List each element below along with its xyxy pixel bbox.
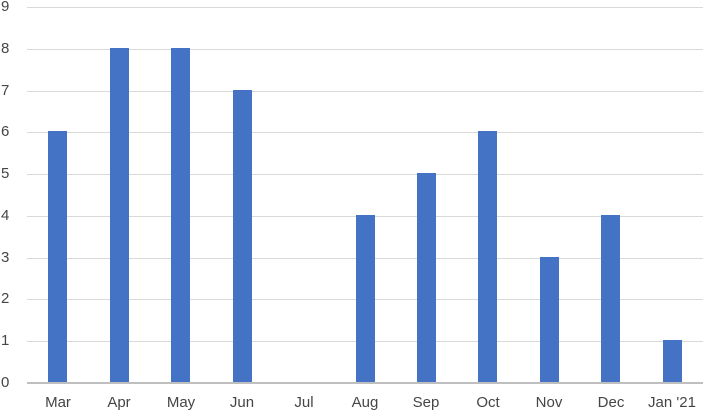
x-tick-label: Dec [597,394,625,411]
x-tick-label: Oct [476,394,500,411]
x-tick-label: Jan '21 [648,394,696,411]
gridline [27,132,703,133]
bar-nov [540,257,559,382]
bar-oct [478,131,497,382]
x-tick-label: Jun [229,394,255,411]
x-tick-label: Aug [351,394,379,411]
y-tick-label: 4 [1,207,10,224]
bar-dec [601,215,620,382]
gridline [27,49,703,50]
plot-area [27,7,703,384]
x-tick-label: Nov [535,394,563,411]
bar-sep [417,173,436,382]
y-tick-label: 5 [1,165,10,182]
x-tick-label: Mar [45,394,71,411]
bar-apr [110,48,129,382]
gridline [27,174,703,175]
y-tick-label: 3 [1,249,10,266]
bar-jun [233,90,252,382]
y-tick-label: 9 [1,0,10,15]
bar-jan-21 [663,340,682,382]
y-tick-label: 1 [1,332,10,349]
y-tick-label: 6 [1,123,10,140]
y-tick-label: 0 [1,374,10,391]
gridline [27,91,703,92]
bar-aug [356,215,375,382]
bar-mar [48,131,67,382]
gridline [27,7,703,8]
y-tick-label: 7 [1,82,10,99]
y-tick-label: 2 [1,290,10,307]
x-tick-label: Jul [294,394,314,411]
bar-may [171,48,190,382]
x-tick-label: Sep [412,394,440,411]
x-tick-label: May [166,394,196,411]
x-tick-label: Apr [107,394,131,411]
x-axis-baseline [27,382,703,384]
y-tick-label: 8 [1,40,10,57]
